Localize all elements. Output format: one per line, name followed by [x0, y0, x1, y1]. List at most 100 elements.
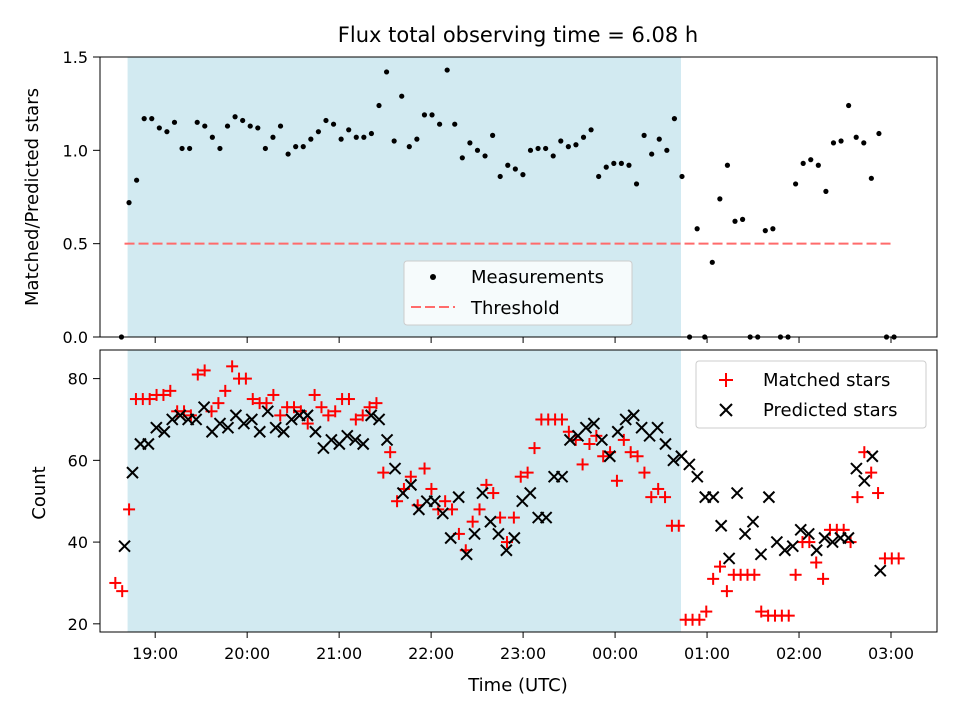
measurement-point: [793, 181, 799, 187]
bottom-x-tick-label: 03:00: [868, 644, 914, 663]
measurement-point: [209, 134, 215, 140]
matched-star-point: [555, 413, 568, 426]
matched-star-point: [418, 462, 431, 475]
measurement-point: [293, 144, 299, 150]
matched-star-point: [384, 446, 397, 459]
matched-star-point: [473, 503, 486, 516]
bottom-legend: Matched stars Predicted stars: [695, 360, 927, 429]
matched-star-point: [803, 536, 816, 549]
predicted-star-point: [404, 478, 418, 492]
bottom-x-tick-label: 19:00: [132, 644, 178, 663]
matched-star-point: [301, 417, 314, 430]
matched-star-point: [274, 409, 287, 422]
matched-star-point: [349, 413, 362, 426]
measurement-point: [202, 123, 208, 129]
measurement-point: [361, 134, 367, 140]
predicted-star-point: [460, 548, 473, 561]
measurement-point: [399, 93, 405, 99]
predicted-star-point: [189, 413, 203, 426]
predicted-star-point: [508, 531, 521, 545]
predicted-star-point: [436, 507, 449, 520]
matched-star-point: [817, 572, 830, 585]
measurement-point: [452, 121, 458, 127]
measurement-point: [558, 138, 564, 144]
matched-star-point: [356, 409, 369, 422]
top-y-axis-label: Matched/Predicted stars: [22, 88, 43, 306]
matched-star-point: [810, 556, 823, 569]
predicted-star-point: [826, 535, 839, 549]
predicted-star-point: [730, 486, 744, 500]
matched-star-point: [157, 388, 170, 401]
measurement-point: [535, 145, 541, 152]
matched-star-point: [260, 397, 273, 410]
measurement-point: [421, 112, 428, 118]
predicted-star-point: [364, 409, 378, 422]
matched-star-point: [576, 458, 589, 471]
matched-star-point: [872, 487, 885, 500]
measurement-point: [429, 112, 435, 118]
predicted-star-point: [858, 474, 871, 487]
bottom-y-tick-label: 80: [68, 370, 88, 389]
matched-star-point: [720, 585, 733, 598]
matched-star-point: [342, 393, 355, 406]
measurement-point: [739, 216, 746, 222]
measurement-point: [717, 196, 723, 202]
top-legend: Measurements Threshold: [403, 260, 633, 326]
matched-star-point: [617, 433, 630, 446]
top-y-tick-label: 1.0: [63, 141, 88, 160]
measurement-point: [846, 102, 852, 109]
predicted-star-point: [794, 523, 807, 537]
measurement-point: [194, 119, 200, 125]
matched-star-point: [700, 605, 713, 618]
matched-star-point: [645, 491, 658, 504]
measurement-point: [527, 147, 534, 153]
matched-star-point: [226, 360, 239, 373]
legend-threshold-label: Threshold: [470, 298, 560, 319]
legend-measurements-label: Measurements: [471, 267, 604, 288]
matched-star-point: [322, 409, 335, 422]
predicted-star-point: [691, 470, 704, 483]
predicted-star-point: [309, 425, 322, 438]
measurement-point: [134, 177, 140, 183]
measurement-point: [724, 162, 731, 168]
measurement-point: [656, 136, 662, 142]
measurement-point: [383, 69, 390, 75]
measurement-point: [224, 123, 231, 129]
predicted-star-point: [866, 450, 879, 463]
measurement-point: [414, 136, 420, 142]
measurement-point: [808, 157, 814, 163]
measurement-point: [330, 121, 337, 127]
measurement-point: [573, 142, 579, 148]
top-y-tick-label: 0.5: [63, 235, 88, 254]
predicted-star-point: [746, 515, 760, 528]
measurement-point: [596, 173, 602, 180]
matched-star-point: [631, 450, 644, 463]
predicted-star-point: [722, 552, 736, 565]
predicted-star-point: [388, 462, 402, 475]
matched-star-point: [377, 466, 390, 479]
predicted-star-point: [619, 413, 632, 426]
measurement-point: [187, 145, 193, 152]
measurement-point: [406, 144, 412, 150]
predicted-star-point: [221, 421, 235, 434]
measurement-point: [338, 136, 344, 142]
predicted-star-point: [707, 490, 720, 504]
matched-star-point: [569, 433, 582, 446]
matched-star-point: [329, 405, 342, 418]
predicted-star-point: [118, 539, 131, 553]
legend-measurements-marker: [430, 274, 436, 280]
measurement-point: [277, 123, 284, 129]
predicted-star-point: [563, 433, 577, 447]
measurement-point: [815, 162, 821, 168]
predicted-star-point: [818, 531, 831, 545]
predicted-star-point: [874, 564, 887, 577]
predicted-star-point: [714, 519, 728, 532]
bottom-x-axis-label: Time (UTC): [467, 675, 568, 696]
predicted-star-point: [142, 437, 155, 451]
measurement-point: [762, 228, 768, 234]
top-y-tick-label: 1.5: [63, 48, 88, 67]
measurement-point: [830, 140, 837, 146]
measurement-point: [436, 121, 443, 127]
matched-star-point: [597, 450, 610, 463]
